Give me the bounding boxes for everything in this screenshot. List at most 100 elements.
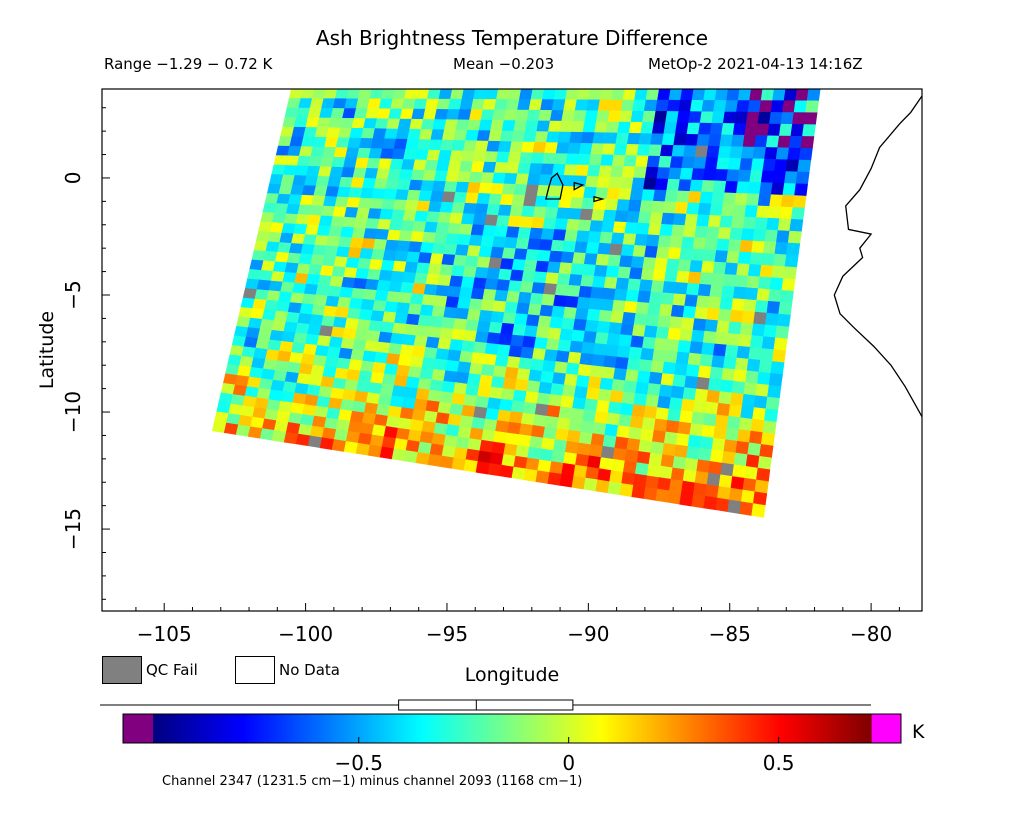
heatmap-cell: [686, 122, 701, 135]
heatmap-cell: [514, 378, 530, 392]
heatmap-cell: [648, 371, 663, 386]
heatmap-cell: [659, 144, 674, 157]
heatmap-cell: [703, 495, 718, 511]
heatmap-cell: [549, 461, 564, 475]
heatmap-cell: [682, 387, 697, 401]
heatmap-cell: [619, 110, 634, 123]
heatmap-cell: [691, 411, 706, 426]
heatmap-cell: [457, 109, 472, 121]
heatmap-cell: [472, 341, 488, 355]
heatmap-cell: [578, 142, 594, 155]
heatmap-cell: [441, 129, 457, 141]
heatmap-cell: [652, 349, 667, 363]
heatmap-cell: [569, 131, 584, 144]
heatmap-cell: [599, 457, 614, 471]
heatmap-cell: [738, 334, 753, 348]
heatmap-cell: [727, 499, 742, 514]
heatmap-cell: [706, 389, 721, 404]
heatmap-cell: [614, 356, 630, 370]
heatmap-cell: [694, 145, 709, 158]
colorbar-swatch: [763, 714, 767, 743]
heatmap-cell: [431, 242, 447, 255]
heatmap-cell: [508, 411, 524, 425]
heatmap-cell: [548, 250, 564, 263]
heatmap-cell: [373, 414, 389, 427]
colorbar-swatch: [248, 714, 253, 743]
y-tick-label: −10: [61, 391, 85, 433]
heatmap-cell: [563, 306, 578, 320]
heatmap-cell: [619, 483, 634, 498]
heatmap-cell: [672, 456, 687, 470]
heatmap-cell: [745, 454, 760, 469]
heatmap-cell: [320, 376, 336, 389]
colorbar-swatch: [790, 714, 794, 743]
heatmap-cell: [672, 213, 687, 226]
heatmap-cell: [319, 437, 335, 450]
heatmap-cell: [413, 272, 429, 285]
heatmap-cell: [646, 155, 661, 168]
heatmap-cell: [424, 159, 439, 172]
colorbar-swatch: [260, 714, 265, 743]
heatmap-cell: [604, 198, 619, 212]
heatmap-cell: [744, 205, 759, 218]
heatmap-cell: [784, 171, 798, 185]
heatmap-cell: [574, 307, 590, 321]
heatmap-cell: [711, 111, 726, 124]
heatmap-cell: [302, 343, 318, 356]
heatmap-cell: [311, 304, 326, 317]
colorbar-swatch: [520, 714, 525, 743]
heatmap-cell: [270, 379, 286, 392]
colorbar-swatch: [616, 714, 621, 743]
colorbar-swatch: [595, 714, 600, 743]
heatmap-cell: [490, 246, 505, 259]
heatmap-cell: [254, 397, 270, 410]
heatmap-cell: [419, 431, 435, 445]
heatmap-cell: [734, 192, 749, 206]
heatmap-cell: [545, 338, 561, 352]
heatmap-cell: [719, 297, 734, 311]
heatmap-cell: [594, 121, 609, 134]
heatmap-cell: [433, 358, 448, 372]
heatmap-cell: [314, 344, 330, 357]
heatmap-cell: [787, 230, 802, 245]
colorbar-swatch: [158, 714, 163, 743]
heatmap-cell: [475, 395, 490, 409]
colorbar-swatch: [766, 714, 770, 743]
heatmap-cell: [790, 124, 805, 137]
heatmap-cell: [401, 396, 417, 410]
colorbar-swatch: [428, 714, 432, 743]
colorbar-swatch: [290, 714, 295, 743]
heatmap-cell: [770, 182, 785, 196]
colorbar-swatch: [380, 714, 384, 743]
heatmap-cell: [729, 227, 744, 241]
colorbar-swatch: [700, 714, 705, 743]
heatmap-cell: [298, 253, 314, 265]
heatmap-cell: [392, 199, 408, 211]
colorbar-swatch: [449, 714, 453, 743]
heatmap-cell: [706, 145, 721, 159]
heatmap-cell: [723, 356, 738, 370]
heatmap-cell: [632, 99, 647, 112]
heatmap-cell: [609, 470, 624, 484]
channel-footnote: Channel 2347 (1231.5 cm−1) minus channel…: [162, 774, 583, 789]
heatmap-cell: [530, 358, 545, 372]
heatmap-cell: [266, 399, 282, 412]
heatmap-cell: [382, 249, 398, 262]
heatmap-cell: [467, 119, 482, 131]
heatmap-cell: [484, 214, 499, 227]
heatmap-cell: [378, 269, 394, 282]
heatmap-cell: [477, 385, 492, 399]
heatmap-cell: [500, 322, 515, 336]
heatmap-cell: [624, 369, 640, 383]
heatmap-cell: [412, 159, 428, 171]
heatmap-cell: [379, 383, 395, 397]
heatmap-cell: [259, 318, 275, 331]
y-tick-label: −5: [61, 280, 85, 309]
heatmap-cell: [721, 451, 737, 466]
heatmap-cell: [506, 290, 521, 304]
island-outline: [545, 172, 564, 200]
heatmap-cell: [721, 123, 736, 136]
heatmap-cell: [451, 392, 466, 406]
heatmap-cell: [512, 323, 527, 337]
heatmap-cell: [363, 228, 378, 240]
